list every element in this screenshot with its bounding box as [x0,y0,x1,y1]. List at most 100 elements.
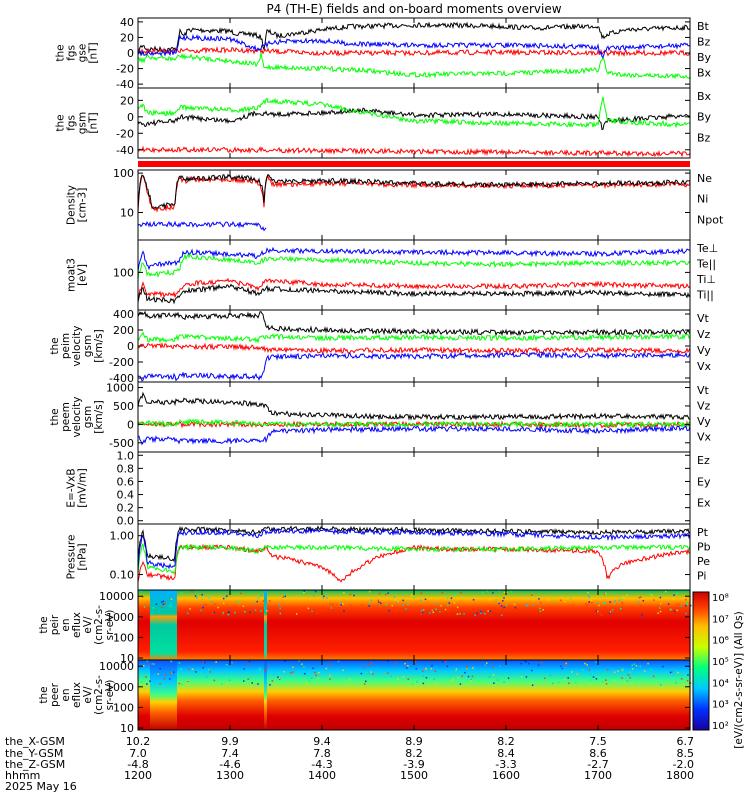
spectrogram-speckle [446,596,449,599]
spectrogram-speckle [368,672,371,674]
spectrogram-column [153,660,157,730]
spectrogram-speckle [456,613,459,615]
spectrogram-speckle [187,680,189,682]
spectrogram-speckle [588,596,591,598]
y-tick-label: 1.0 [117,449,135,462]
spectrogram-speckle [669,671,672,674]
spectrogram-speckle [641,613,643,616]
y-axis-label: the [49,408,61,425]
spectrogram-speckle [476,612,479,614]
spectrogram-column [315,590,319,660]
spectrogram-speckle [435,602,438,605]
spectrogram-speckle [315,674,317,677]
spectrogram-speckle [395,601,398,603]
spectrogram-speckle [456,606,459,609]
spectrogram-column [612,660,616,730]
legend-entry: Ex [697,497,711,510]
spectrogram-speckle [642,599,645,602]
spectrogram-speckle [217,606,219,609]
y-axis-label: velocity [71,325,83,366]
spectrogram-speckle [391,604,394,607]
spectrogram-speckle [202,661,205,664]
spectrogram-column [375,660,379,730]
spectrogram-speckle [225,596,227,598]
spectrogram-column [678,660,682,730]
spectrogram-column [621,590,625,660]
spectrogram-speckle [365,671,368,673]
spectrogram-column [405,590,409,660]
spectrogram-column [213,660,217,730]
spectrogram-column [603,660,607,730]
spectrogram-column [207,660,211,730]
spectrogram-speckle [208,597,210,599]
spectrogram-column [360,660,364,730]
spectrogram-speckle [567,677,570,679]
spectrogram-speckle [215,661,217,663]
spectrogram-column [381,660,385,730]
spectrogram-column [318,660,322,730]
spectrogram-speckle [564,600,566,603]
spectrogram-speckle [424,598,427,601]
spectrogram-speckle [266,609,268,612]
spectrogram-speckle [262,600,265,602]
spectrogram-speckle [525,604,528,606]
spectrogram-column [225,660,229,730]
series-bt-line [137,21,691,54]
spectrogram-speckle [340,601,342,604]
spectrogram-speckle [306,683,308,685]
spectrogram-speckle [151,613,153,615]
spectrogram-speckle [608,612,611,614]
spectrogram-speckle [466,667,468,669]
spectrogram-speckle [611,609,614,611]
spectrogram-speckle [380,602,382,605]
spectrogram-column [270,660,274,730]
spectrogram-column [675,590,679,660]
spectrogram-column [363,660,367,730]
spectrogram-speckle [205,604,208,606]
spectrogram-column [495,590,499,660]
spectrogram-column [342,660,346,730]
spectrogram-column [408,660,412,730]
spectrogram-speckle [604,592,607,595]
spectrogram-speckle [493,682,495,684]
legend-entry: Pt [697,526,709,539]
spectrogram-speckle [368,590,371,593]
spectrogram-speckle [329,603,331,605]
spectrogram-speckle [238,602,241,604]
series-path [137,33,691,59]
spectrogram-speckle [422,609,425,611]
spectrogram-speckle [202,606,204,609]
spectrogram-column [591,590,595,660]
series-path [137,424,691,446]
y-axis-label: eflux [71,682,83,708]
spectrogram-column [546,590,550,660]
series-pi-line [137,527,691,570]
series-vx-line [137,424,691,446]
spectrogram-column [633,590,637,660]
spectrogram-column [558,590,562,660]
spectrogram-speckle [413,597,415,599]
spectrogram-speckle [603,672,606,675]
panel-frame [137,523,691,591]
spectrogram-peir_eflux [138,590,692,660]
spectrogram-column [471,590,475,660]
spectrogram-column [384,590,388,660]
panel-frame [137,169,691,241]
footer-value: -4.8 [127,758,148,771]
spectrogram-speckle [662,665,664,668]
footer-value: -3.9 [403,758,424,771]
spectrogram-speckle [618,599,620,601]
spectrogram-speckle [676,609,679,612]
y-axis-label: moat3 [66,258,78,292]
spectrogram-speckle [599,612,602,615]
spectrogram-column [189,660,193,730]
spectrogram-column [363,590,367,660]
spectrogram-speckle [397,677,399,680]
spectrogram-column [234,590,238,660]
legend-entry: Bx [697,67,712,80]
spectrogram-speckle [485,662,488,664]
spectrogram-speckle [672,674,675,676]
y-tick-label: 10 [120,206,134,219]
spectrogram-speckle [298,660,300,662]
